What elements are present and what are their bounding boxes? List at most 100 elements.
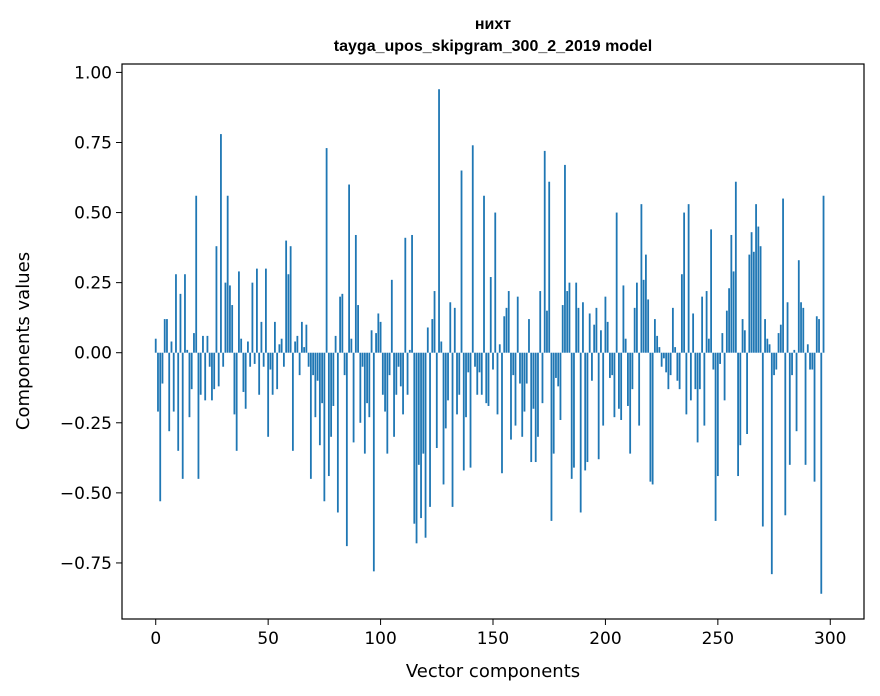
bar-62 (294, 341, 297, 353)
y-tick-label: 0.25 (74, 274, 112, 294)
bar-61 (291, 352, 294, 451)
bar-25 (211, 352, 213, 401)
bar-194 (591, 352, 593, 381)
bar-137 (462, 352, 465, 471)
bar-149 (489, 277, 492, 353)
bar-114 (411, 234, 413, 353)
bar-158 (510, 352, 512, 440)
bar-90 (357, 305, 359, 353)
bar-153 (498, 344, 501, 353)
bar-204 (613, 352, 616, 418)
chart-title: нихт (475, 16, 511, 33)
bar-76 (325, 148, 328, 353)
bar-286 (797, 260, 800, 353)
bar-261 (741, 319, 744, 353)
bar-135 (458, 352, 461, 395)
bar-106 (393, 352, 395, 437)
bar-92 (361, 352, 364, 367)
bar-145 (480, 352, 483, 395)
bar-130 (447, 352, 449, 401)
bar-246 (707, 338, 710, 353)
bar-201 (606, 321, 609, 353)
bar-80 (334, 335, 337, 353)
bar-48 (262, 352, 265, 367)
plot-frame (121, 63, 865, 620)
y-axis-ticks: 1.00 0.75 0.50 0.25 0.00 −0.25 −0.50 −0.75 (60, 63, 122, 574)
bar-229 (669, 352, 672, 376)
bar-182 (564, 164, 566, 353)
bar-288 (802, 307, 805, 353)
bar-83 (341, 293, 344, 353)
bar-19 (197, 352, 200, 479)
bar-66 (303, 347, 306, 353)
bar-225 (660, 352, 663, 367)
bar-117 (417, 352, 420, 465)
bar-289 (804, 352, 807, 465)
bar-35 (233, 352, 236, 415)
bar-51 (269, 352, 272, 370)
bar-267 (755, 204, 757, 353)
bar-270 (761, 352, 764, 527)
bar-33 (229, 285, 231, 353)
bar-287 (800, 302, 802, 353)
bar-122 (429, 352, 431, 507)
bar-245 (705, 291, 708, 353)
bar-23 (206, 335, 209, 353)
bar-7 (170, 341, 173, 353)
bar-18 (195, 195, 198, 353)
bar-163 (521, 352, 524, 437)
bar-70 (312, 352, 315, 376)
bar-6 (168, 352, 171, 432)
y-tick-label: 0.00 (74, 344, 112, 364)
bar-162 (519, 352, 521, 384)
bar-240 (694, 352, 697, 390)
bar-1 (157, 352, 159, 412)
bar-112 (406, 352, 409, 395)
bar-147 (485, 352, 488, 404)
bar-113 (408, 349, 411, 353)
bar-275 (773, 352, 775, 376)
bar-8 (172, 352, 175, 412)
bar-24 (208, 352, 211, 367)
bar-45 (256, 268, 258, 353)
bar-63 (296, 335, 299, 353)
bar-108 (397, 352, 400, 367)
bar-120 (424, 352, 427, 538)
x-axis-label: Vector components (406, 661, 580, 682)
bar-157 (507, 291, 510, 353)
bar-97 (372, 352, 375, 572)
x-tick-label: 150 (477, 629, 509, 649)
bar-231 (674, 347, 677, 353)
bar-4 (163, 319, 166, 353)
bar-257 (732, 271, 735, 353)
bar-143 (476, 352, 479, 395)
bar-295 (818, 319, 820, 353)
bar-98 (375, 333, 377, 353)
y-axis-label: Components values (13, 252, 34, 430)
bar-30 (222, 352, 225, 367)
bar-148 (487, 352, 490, 406)
bar-213 (633, 307, 636, 353)
bar-71 (314, 352, 317, 418)
bar-224 (658, 347, 661, 353)
bar-160 (514, 352, 517, 426)
bar-190 (582, 302, 584, 353)
bar-12 (181, 352, 184, 479)
bar-119 (422, 352, 425, 454)
bar-235 (683, 212, 686, 353)
bar-77 (327, 352, 330, 477)
bar-278 (779, 324, 782, 353)
bar-126 (438, 89, 440, 353)
bar-264 (748, 254, 751, 353)
bar-250 (716, 352, 719, 477)
bar-43 (251, 282, 254, 353)
bar-132 (451, 352, 454, 507)
bar-26 (213, 352, 216, 390)
bar-0 (154, 338, 157, 353)
bar-144 (478, 352, 481, 373)
bar-140 (469, 352, 472, 468)
bar-39 (242, 352, 245, 392)
bar-260 (739, 352, 742, 446)
bar-159 (512, 352, 515, 376)
bar-82 (339, 296, 341, 353)
